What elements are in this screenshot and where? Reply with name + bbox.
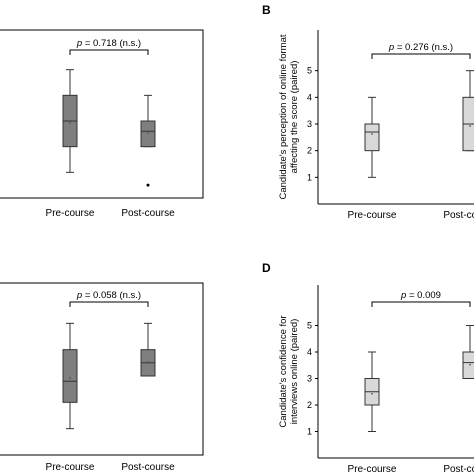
iqr-box	[62, 349, 78, 403]
plot-frame	[0, 282, 204, 456]
p-value-annotation: p = 0.058 (n.s.)	[76, 290, 141, 301]
box-post-course	[140, 322, 156, 377]
significance-bracket	[371, 53, 471, 59]
y-tick-label: 4	[307, 92, 312, 102]
outlier-point	[146, 183, 150, 187]
box-post-course	[462, 70, 474, 152]
category-label: Pre-course	[348, 464, 397, 474]
panel-letter: D	[262, 261, 271, 275]
category-label: Pre-course	[46, 208, 95, 219]
iqr-box	[364, 123, 380, 152]
p-value-annotation: p = 0.718 (n.s.)	[76, 38, 141, 49]
y-axis-label: Candidate's perception of online formata…	[278, 34, 300, 199]
box-pre-course	[62, 322, 78, 430]
y-tick-label: 4	[307, 347, 312, 357]
significance-bracket	[69, 301, 149, 307]
significance-bracket	[69, 49, 149, 55]
panel-d: 1 2 3 4 5 Candidate's confidence forinterview…	[262, 261, 474, 474]
category-label: Post-course	[443, 464, 474, 474]
y-tick-label: 1	[307, 172, 312, 182]
iqr-box	[462, 351, 474, 379]
p-value-annotation: p = 0.276 (n.s.)	[388, 42, 453, 53]
significance-bracket	[371, 301, 471, 307]
mean-marker	[469, 125, 471, 127]
box-post-course	[140, 94, 156, 187]
y-tick-label: 2	[307, 146, 312, 156]
panel-letter: B	[262, 3, 271, 17]
mean-marker	[147, 361, 149, 364]
plot-frame	[0, 29, 204, 199]
mean-marker	[147, 132, 149, 135]
mean-marker	[69, 122, 71, 124]
box-pre-course	[62, 69, 78, 173]
y-tick-label: 5	[307, 321, 312, 331]
box-post-course	[462, 325, 474, 379]
category-label: Pre-course	[348, 210, 397, 221]
y-tick-label: 5	[307, 66, 312, 76]
p-value-annotation: p = 0.009	[400, 290, 441, 301]
panel-a: Pre-course Post-course p = 0.718 (n.s.)	[0, 29, 204, 219]
category-label: Pre-course	[46, 462, 95, 473]
category-label: Post-course	[443, 210, 474, 221]
panel-b: 1 2 3 4 5 Candidate's perception of online fo…	[262, 3, 474, 221]
category-label: Post-course	[121, 208, 175, 219]
y-axis-label: Candidate's confidence forinterviews onl…	[278, 315, 300, 427]
y-tick-label: 1	[307, 427, 312, 437]
category-label: Post-course	[121, 462, 175, 473]
box-pre-course	[364, 351, 380, 432]
panel-c: Pre-course Post-course p = 0.058 (n.s.)	[0, 282, 204, 473]
y-tick-label: 3	[307, 374, 312, 384]
y-tick-label: 3	[307, 119, 312, 129]
box-pre-course	[364, 96, 380, 178]
mean-marker	[469, 363, 471, 366]
y-tick-label: 2	[307, 400, 312, 410]
mean-marker	[69, 377, 71, 379]
mean-marker	[371, 392, 373, 395]
mean-marker	[371, 133, 373, 135]
